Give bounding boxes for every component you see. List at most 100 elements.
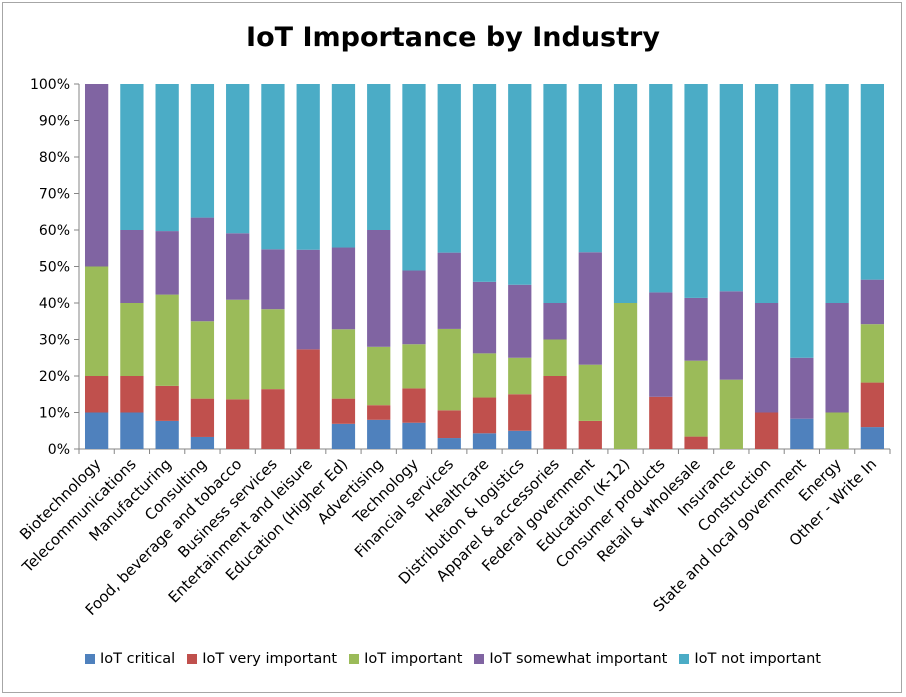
y-tick-label: 100%: [30, 77, 70, 93]
bar-segment: [649, 292, 673, 397]
bar-segment: [472, 84, 497, 282]
bar-segment: [120, 303, 144, 376]
bar-segment: [190, 436, 215, 449]
bar-segment: [120, 376, 144, 413]
legend-label: IoT important: [364, 651, 463, 667]
bar-segment: [790, 357, 814, 419]
bar-segment: [190, 217, 215, 322]
bar-segment: [296, 84, 320, 250]
bar-segment: [508, 394, 532, 431]
bar-segment: [331, 247, 356, 330]
bar-segment: [437, 438, 461, 449]
y-tick-label: 70%: [39, 187, 70, 203]
legend-item: IoT critical: [85, 651, 175, 667]
y-tick-label: 80%: [39, 150, 70, 166]
bar-segment: [331, 398, 356, 424]
bar-segment: [684, 436, 708, 449]
bar-segment: [331, 423, 356, 449]
bar-segment: [331, 84, 356, 248]
bar-segment: [825, 84, 849, 303]
y-tick-label: 90%: [39, 114, 70, 130]
bar-segment: [155, 231, 179, 295]
y-tick-label: 0%: [48, 442, 70, 458]
bar-segment: [226, 84, 250, 234]
bar-segment: [402, 270, 426, 345]
y-tick-label: 20%: [39, 369, 70, 385]
bar-segment: [331, 329, 356, 399]
bar-segment: [860, 427, 885, 449]
bar-segment: [754, 303, 779, 413]
legend-item: IoT not important: [679, 651, 821, 667]
bar-segment: [226, 399, 250, 449]
bar-segment: [543, 339, 567, 376]
y-tick-label: 30%: [39, 333, 70, 349]
bar-segment: [719, 379, 743, 449]
legend-item: IoT somewhat important: [474, 651, 667, 667]
legend: IoT critical IoT very important IoT import…: [0, 651, 906, 667]
legend-swatch: [474, 654, 485, 664]
bar-segment: [155, 385, 179, 421]
bar-segment: [402, 388, 426, 423]
bar-segment: [508, 357, 532, 395]
bar-segment: [261, 84, 285, 250]
bar-segment: [684, 360, 708, 437]
legend-swatch: [679, 654, 690, 664]
bar-segment: [825, 412, 849, 449]
bar-segment: [684, 84, 708, 298]
bar-segment: [578, 364, 602, 421]
y-tick-label: 40%: [39, 296, 70, 312]
bar-segment: [860, 324, 885, 383]
bar-segment: [367, 346, 391, 406]
legend-swatch: [85, 654, 96, 664]
bar-segment: [719, 291, 743, 380]
legend-label: IoT not important: [694, 651, 821, 667]
bar-segment: [226, 299, 250, 400]
bar-segment: [437, 252, 461, 329]
bar-segment: [120, 84, 144, 230]
bar-segment: [367, 405, 391, 420]
bar-segment: [84, 376, 109, 413]
bar-segment: [613, 84, 638, 303]
bar-segment: [437, 84, 461, 253]
legend-item: IoT important: [349, 651, 462, 667]
bar-segment: [790, 84, 814, 358]
bar-segment: [790, 418, 814, 449]
bar-segment: [860, 382, 885, 428]
bar-segment: [190, 398, 215, 437]
bar-segment: [84, 412, 109, 449]
bar-segment: [649, 396, 673, 449]
legend-item: IoT very important: [187, 651, 337, 667]
bar-segment: [367, 230, 391, 347]
bar-segment: [155, 420, 179, 449]
bar-segment: [578, 84, 602, 253]
y-tick-label: 50%: [39, 260, 70, 276]
bar-segment: [578, 252, 602, 365]
bar-segment: [84, 84, 109, 267]
bar-segment: [402, 344, 426, 389]
bar-segment: [296, 249, 320, 350]
legend-label: IoT critical: [100, 651, 176, 667]
legend-swatch: [187, 654, 198, 664]
bar-segment: [367, 419, 391, 449]
bar-segment: [472, 353, 497, 398]
bar-segment: [543, 303, 567, 340]
bar-segment: [190, 321, 215, 399]
bar-segment: [367, 84, 391, 230]
legend-label: IoT very important: [202, 651, 338, 667]
bar-segment: [296, 349, 320, 449]
bar-segment: [684, 297, 708, 361]
bar-segment: [508, 430, 532, 449]
bar-segment: [860, 279, 885, 325]
bar-segment: [754, 412, 779, 449]
bar-segment: [472, 397, 497, 434]
bar-segment: [472, 433, 497, 449]
bar-segment: [508, 284, 532, 358]
bar-segment: [754, 84, 779, 303]
legend-swatch: [349, 654, 360, 664]
bar-segment: [402, 84, 426, 271]
bar-segment: [261, 389, 285, 449]
bar-segment: [402, 422, 426, 449]
bar-segment: [120, 412, 144, 449]
bar-segment: [613, 303, 638, 449]
